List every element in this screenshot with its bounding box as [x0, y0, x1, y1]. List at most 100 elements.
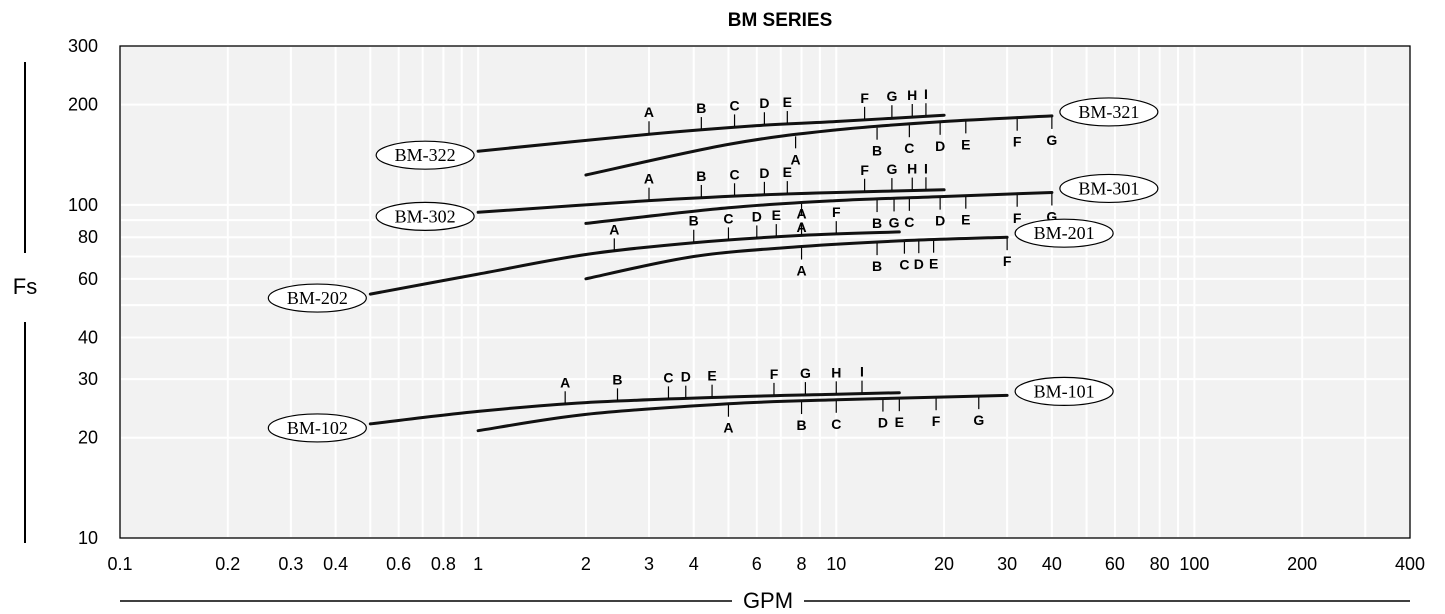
series-label-ellipse: [267, 283, 367, 313]
x-tick-label: 200: [1287, 554, 1317, 574]
marker-label: B: [872, 258, 882, 274]
marker-label: C: [831, 416, 841, 432]
marker-label: F: [1013, 134, 1022, 150]
series-line: [584, 191, 1054, 225]
series-label: BM-201: [1034, 223, 1095, 243]
marker-label: D: [935, 213, 945, 229]
marker-label: C: [904, 140, 914, 156]
marker-label: E: [961, 136, 970, 152]
x-tick-label: 400: [1395, 554, 1425, 574]
marker-label: F: [1003, 253, 1012, 269]
y-tick-label: 80: [78, 227, 98, 247]
series-line: [584, 114, 1054, 177]
x-tick-label: 40: [1042, 554, 1062, 574]
x-tick-label: 0.3: [278, 554, 303, 574]
marker-label: E: [783, 94, 792, 110]
x-tick-label: 1: [473, 554, 483, 574]
series-label: BM-101: [1034, 381, 1095, 401]
series-label: BM-202: [287, 288, 348, 308]
series-bm-201: A B C D E F BM-201: [584, 218, 1114, 281]
series-line: [368, 230, 901, 296]
series-label-ellipse: [1014, 376, 1114, 406]
marker-label: A: [644, 104, 654, 120]
x-tick-label: 0.1: [107, 554, 132, 574]
marker-label: H: [907, 161, 917, 177]
marker-label: F: [932, 413, 941, 429]
x-tick-label: 3: [644, 554, 654, 574]
series-label-ellipse: [1059, 97, 1159, 127]
marker-label: F: [770, 366, 779, 382]
marker-label: G: [1046, 132, 1057, 148]
marker-label: A: [644, 171, 654, 187]
series-line: [584, 235, 1009, 281]
series-label-ellipse: [375, 140, 475, 170]
x-tick-label: 2: [581, 554, 591, 574]
marker-label: I: [924, 86, 928, 102]
y-tick-label: 40: [78, 327, 98, 347]
y-tick-labels: 10 20 30 40 60 80 100 200 300: [68, 36, 98, 548]
series-label: BM-102: [287, 418, 348, 438]
marker-label: A: [796, 263, 806, 279]
y-tick-label: 30: [78, 369, 98, 389]
x-tick-label: 80: [1150, 554, 1170, 574]
marker-label: H: [907, 87, 917, 103]
marker-label: I: [924, 160, 928, 176]
series-label: BM-321: [1078, 102, 1139, 122]
x-tick-label: 0.2: [215, 554, 240, 574]
marker-label: C: [904, 214, 914, 230]
x-axis-label: GPM: [743, 588, 793, 613]
series-line: [476, 113, 946, 153]
marker-label: D: [752, 208, 762, 224]
series-bm-302: A B C D E F G H IBM-302: [375, 160, 946, 231]
marker-label: B: [696, 168, 706, 184]
marker-label: H: [831, 364, 841, 380]
marker-label: E: [895, 414, 904, 430]
series-bm-301: A B G C D E F GBM-301: [584, 173, 1159, 235]
marker-label: F: [832, 204, 841, 220]
marker-label: F: [860, 162, 869, 178]
marker-label: E: [961, 212, 970, 228]
series-bm-101: A B C D E F G BM-101: [476, 376, 1114, 436]
series-bm-202: AB C D E A FBM-202: [267, 204, 901, 313]
marker-label: E: [929, 256, 938, 272]
marker-label: B: [612, 371, 622, 387]
marker-label: I: [860, 364, 864, 380]
marker-label: F: [1013, 210, 1022, 226]
x-tick-label: 10: [826, 554, 846, 574]
marker-label: D: [914, 256, 924, 272]
marker-label: B: [696, 100, 706, 116]
series-label: BM-322: [395, 145, 456, 165]
marker-label: B: [689, 213, 699, 229]
series-label-ellipse: [267, 413, 367, 443]
marker-label: C: [729, 97, 739, 113]
marker-label: G: [886, 88, 897, 104]
x-tick-label: 8: [797, 554, 807, 574]
chart-title: BM SERIES: [728, 10, 833, 31]
y-tick-label: 300: [68, 36, 98, 56]
marker-label: D: [759, 165, 769, 181]
y-axis-label: Fs: [13, 274, 37, 299]
marker-label: A: [560, 374, 570, 390]
x-tick-label: 0.4: [323, 554, 348, 574]
series-label-ellipse: [1059, 173, 1159, 204]
marker-label: C: [723, 210, 733, 226]
series-label: BM-302: [395, 206, 456, 226]
marker-label: B: [872, 143, 882, 159]
marker-label: B: [872, 215, 882, 231]
y-tick-label: 10: [78, 528, 98, 548]
series-label-ellipse: [375, 201, 475, 231]
y-tick-label: 200: [68, 95, 98, 115]
x-tick-label: 30: [997, 554, 1017, 574]
series-label: BM-301: [1078, 178, 1139, 198]
marker-label: D: [759, 95, 769, 111]
series-line: [476, 393, 1009, 433]
marker-label: G: [973, 412, 984, 428]
series-line: [368, 391, 901, 426]
x-tick-label: 20: [934, 554, 954, 574]
marker-label: D: [935, 138, 945, 154]
marker-label: A: [609, 221, 619, 237]
marker-label: F: [860, 90, 869, 106]
x-tick-label: 4: [689, 554, 699, 574]
